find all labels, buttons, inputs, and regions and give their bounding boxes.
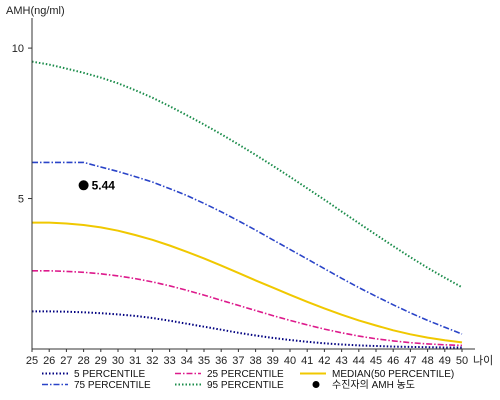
x-tick-label: 36 (215, 355, 227, 367)
x-tick-label: 50 (456, 355, 468, 367)
legend-marker (312, 381, 320, 388)
x-tick-label: 34 (181, 355, 193, 367)
x-tick-label: 43 (335, 355, 347, 367)
x-tick-label: 44 (353, 355, 365, 367)
series-lines (31, 60, 463, 349)
x-tick-label: 30 (112, 355, 124, 367)
x-tick-label: 35 (198, 355, 210, 367)
patient-amh-point (78, 180, 89, 191)
legend-label: 수진자의 AMH 농도 (332, 379, 415, 391)
series-line-95-percentile (31, 60, 463, 289)
x-tick-label: 47 (404, 355, 416, 367)
x-tick-label: 49 (439, 355, 451, 367)
x-axis-title: 나이 (473, 354, 493, 367)
y-tick-label: 5 (18, 194, 24, 206)
series-line-5-percentile (32, 310, 462, 349)
series-line-75-percentile (32, 161, 463, 335)
legend-label: 5 PERCENTILE (74, 369, 145, 380)
x-tick-label: 46 (387, 355, 399, 367)
x-tick-label: 40 (284, 355, 296, 367)
legend-label: 25 PERCENTILE (207, 369, 284, 380)
patient-amh-value-label: 5.44 (92, 178, 116, 192)
y-axis-title: AMH(ng/ml) (6, 5, 65, 17)
series-line-25-percentile (32, 270, 463, 347)
x-tick-label: 45 (370, 355, 382, 367)
x-tick-label: 32 (146, 355, 158, 367)
x-tick-label: 27 (60, 355, 72, 367)
x-tick-label: 33 (163, 355, 175, 367)
x-tick-label: 31 (129, 355, 141, 367)
annotation-group: 5.44 (78, 178, 116, 192)
x-tick-label: 25 (26, 355, 38, 367)
x-tick-label: 37 (232, 355, 244, 367)
y-axis-ticks: 5 10 (12, 43, 32, 206)
x-tick-label: 26 (43, 355, 55, 367)
legend-label: 75 PERCENTILE (74, 380, 151, 391)
x-tick-label: 29 (95, 355, 107, 367)
x-tick-label: 42 (318, 355, 330, 367)
legend-label: 95 PERCENTILE (207, 380, 284, 391)
legend: 5 PERCENTILE 25 PERCENTILE MEDIAN(50 PERCE… (42, 369, 454, 391)
x-tick-label: 38 (249, 355, 261, 367)
series-line-median-50-percentile (32, 221, 463, 344)
legend-label: MEDIAN(50 PERCENTILE) (332, 369, 454, 380)
y-tick-label: 10 (12, 43, 24, 55)
x-tick-label: 28 (77, 355, 89, 367)
x-tick-label: 41 (301, 355, 313, 367)
x-axis-ticks: 25 26 27 28 29 30 31 32 33 34 35 36 37 38 39 40 41 42 43 44… (26, 349, 468, 367)
x-tick-label: 48 (421, 355, 433, 367)
x-tick-label: 39 (267, 355, 279, 367)
